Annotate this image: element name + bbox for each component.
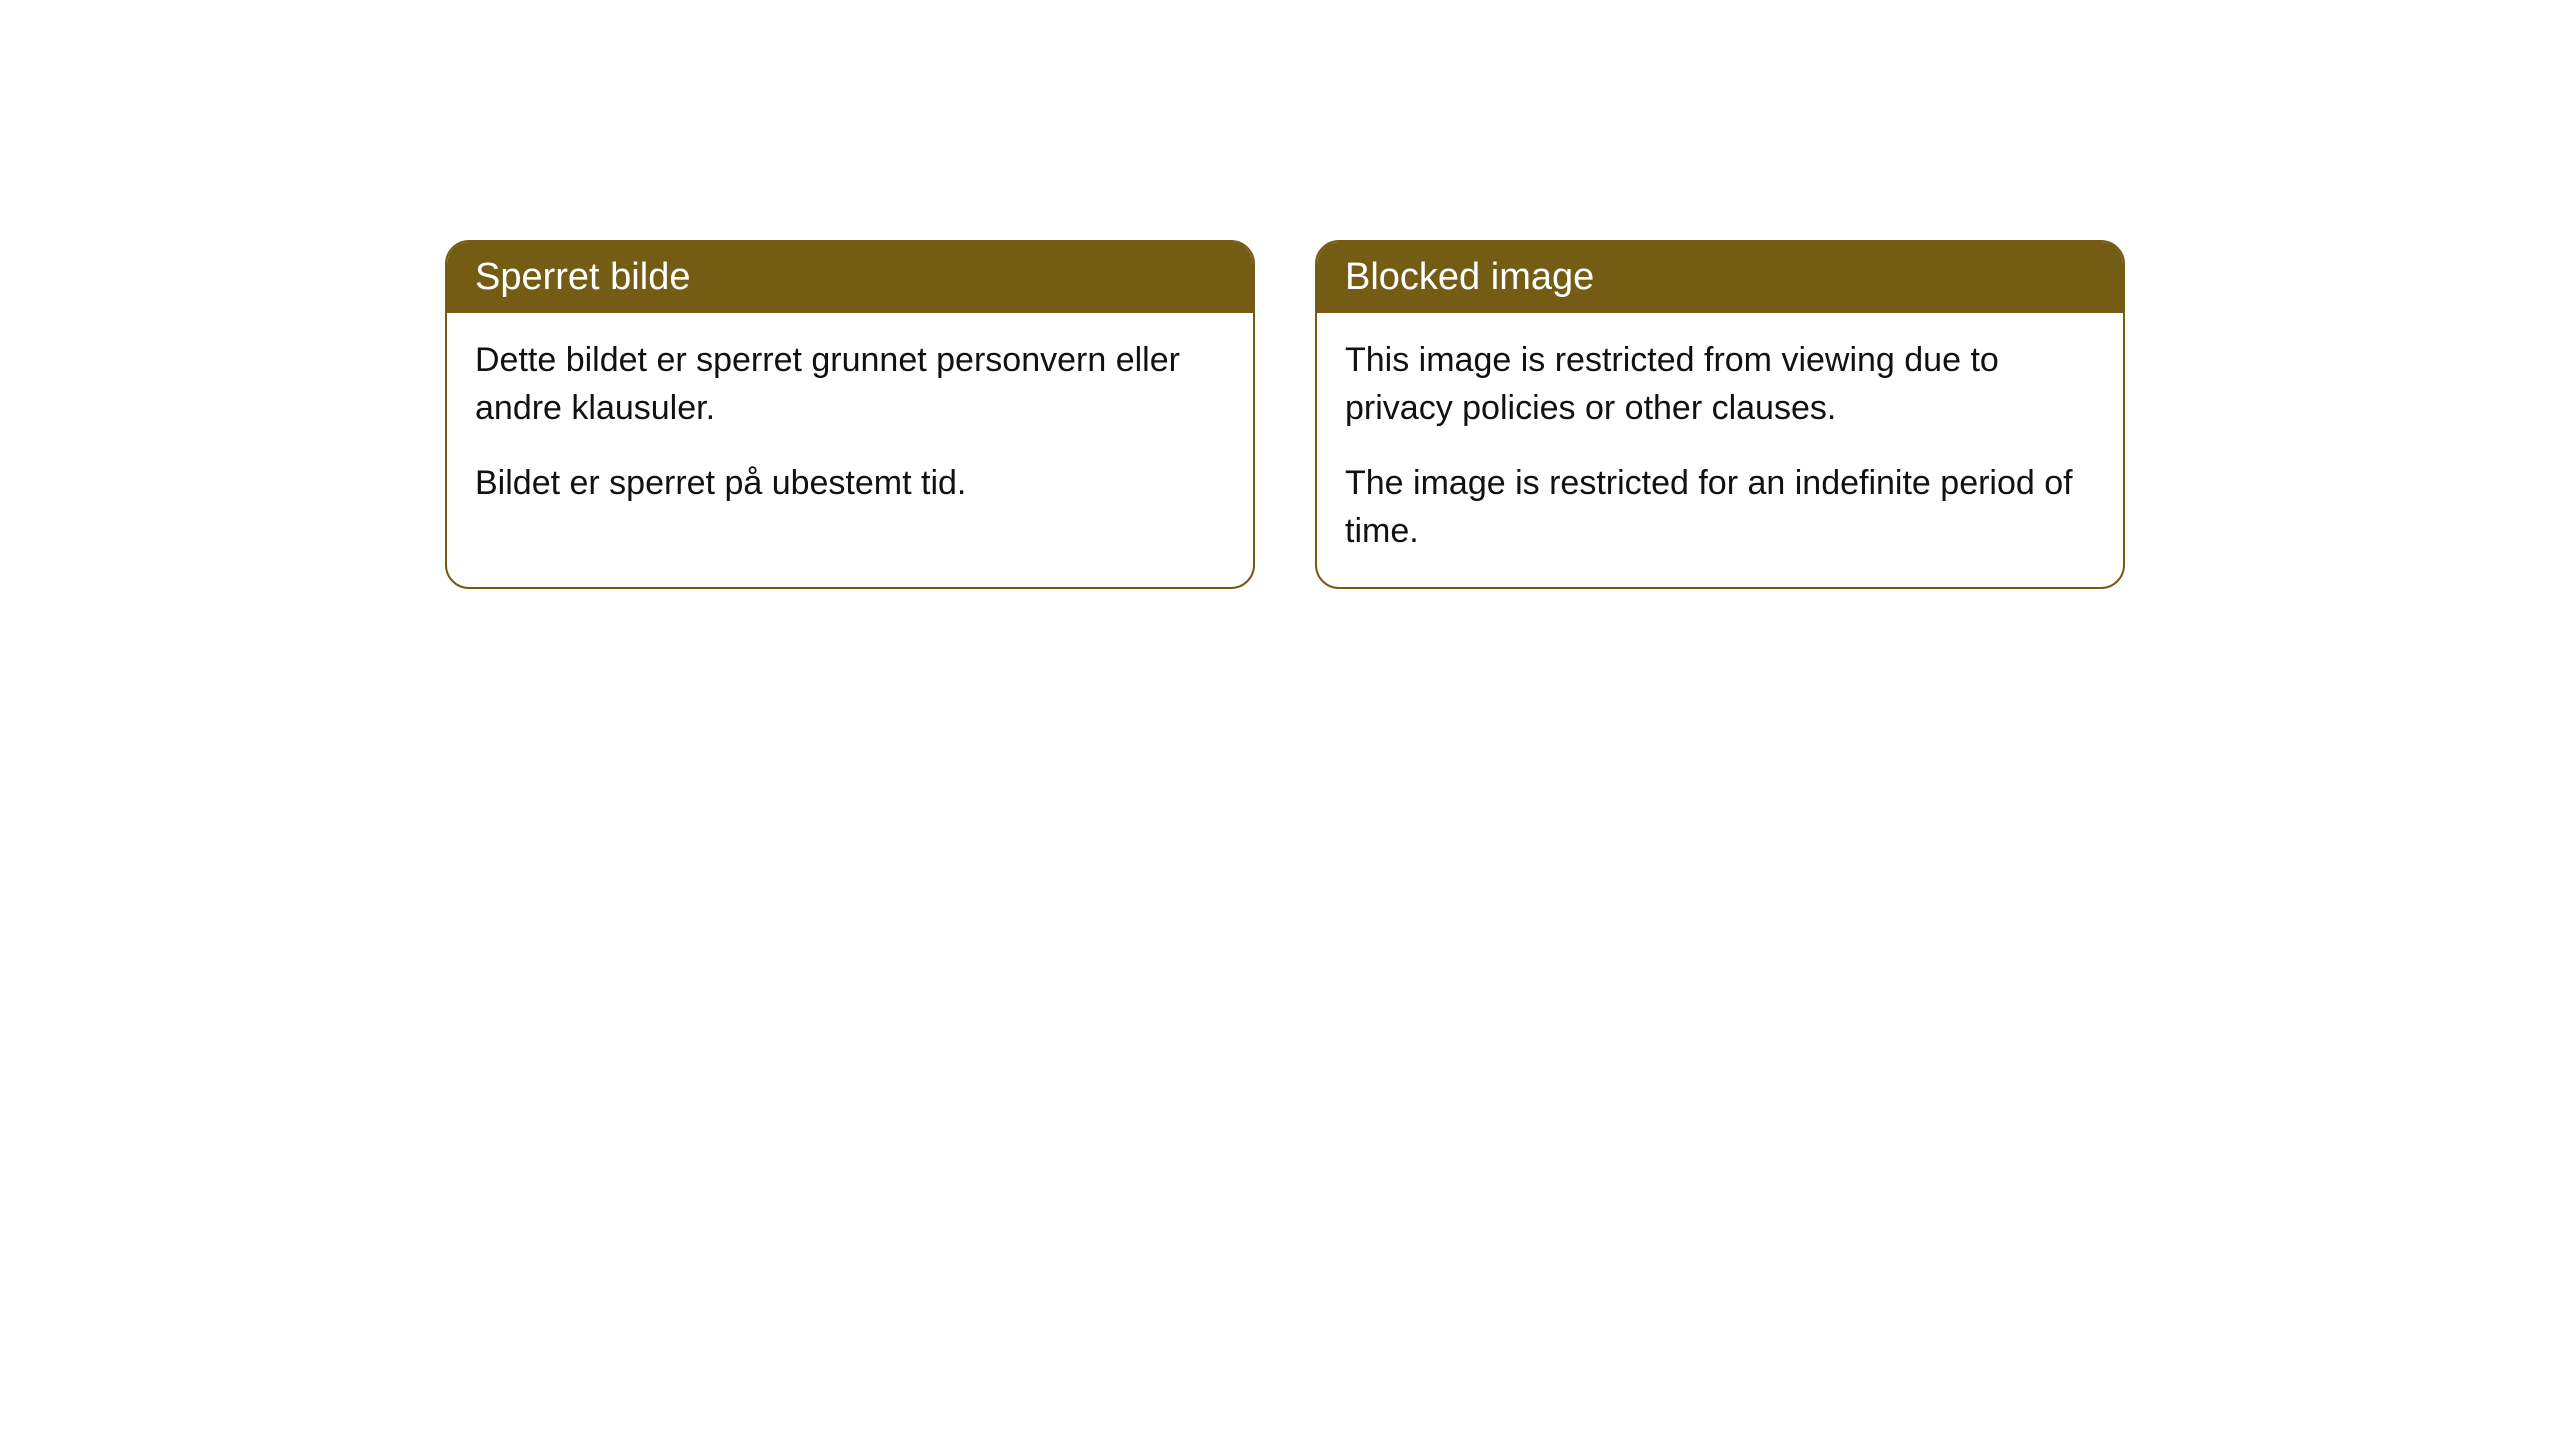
notice-paragraph-1-norwegian: Dette bildet er sperret grunnet personve… [475,337,1225,432]
blocked-image-card-norwegian: Sperret bilde Dette bildet er sperret gr… [445,240,1255,589]
notice-paragraph-1-english: This image is restricted from viewing du… [1345,337,2095,432]
card-header-english: Blocked image [1317,242,2123,313]
card-header-norwegian: Sperret bilde [447,242,1253,313]
notice-paragraph-2-english: The image is restricted for an indefinit… [1345,460,2095,555]
card-body-norwegian: Dette bildet er sperret grunnet personve… [447,313,1253,540]
card-body-english: This image is restricted from viewing du… [1317,313,2123,587]
notice-paragraph-2-norwegian: Bildet er sperret på ubestemt tid. [475,460,1225,508]
blocked-image-card-english: Blocked image This image is restricted f… [1315,240,2125,589]
notice-cards-container: Sperret bilde Dette bildet er sperret gr… [445,240,2125,589]
